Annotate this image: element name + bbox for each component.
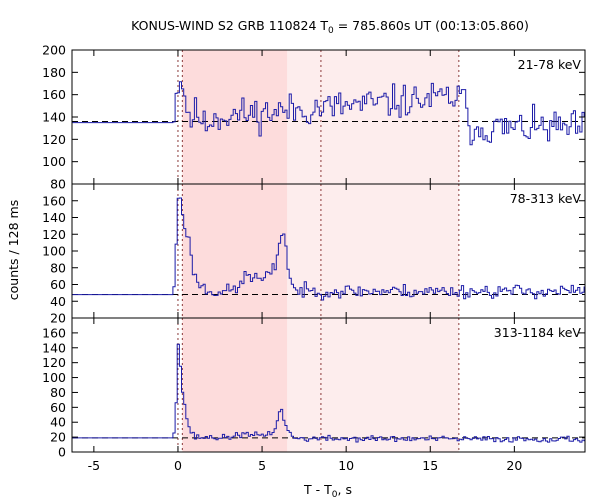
y-tick-label: 40: [50, 294, 66, 309]
y-tick-label: 40: [50, 415, 66, 430]
light-curve-series: [72, 197, 585, 301]
shaded-interval-2: [287, 184, 459, 318]
x-tick-label: 0: [174, 458, 182, 473]
x-tick-label: 15: [422, 458, 438, 473]
x-tick-label: 5: [258, 458, 266, 473]
y-tick-label: 140: [42, 210, 66, 225]
y-tick-label: 60: [50, 400, 66, 415]
x-axis-title-tail: , s: [338, 482, 352, 497]
y-tick-label: 100: [42, 244, 66, 259]
y-tick-label: 180: [42, 65, 66, 80]
y-tick-label: 100: [42, 154, 66, 169]
panel-energy-label: 78-313 keV: [510, 191, 582, 206]
y-tick-label: 160: [42, 193, 66, 208]
y-tick-label: 140: [42, 340, 66, 355]
panel-energy-label: 21-78 keV: [518, 57, 582, 72]
shaded-interval-1: [182, 318, 288, 452]
y-tick-label: 20: [50, 430, 66, 445]
y-tick-label: 120: [42, 355, 66, 370]
x-tick-label: 20: [506, 458, 522, 473]
y-tick-label: 0: [58, 445, 66, 460]
y-tick-label: 160: [42, 325, 66, 340]
panel-frame: [71, 317, 586, 453]
y-tick-label: 100: [42, 370, 66, 385]
y-tick-label: 200: [42, 43, 66, 58]
y-tick-label: 80: [50, 385, 66, 400]
shaded-interval-2: [287, 50, 459, 184]
x-tick-label: 10: [338, 458, 354, 473]
panel-energy-label: 313-1184 keV: [494, 325, 582, 340]
y-tick-label: 160: [42, 87, 66, 102]
chart-title-main: KONUS-WIND S2 GRB 110824 T: [131, 18, 328, 33]
x-tick-label: -5: [88, 458, 100, 473]
y-tick-label: 80: [50, 177, 66, 192]
y-tick-label: 80: [50, 260, 66, 275]
y-tick-label: 20: [50, 311, 66, 326]
shaded-interval-2: [287, 318, 459, 452]
shaded-interval-1: [182, 184, 288, 318]
panel-1: 100 120 140 160 180 200 80 21-78 keV: [42, 43, 586, 192]
x-axis-title-subscript: 0: [332, 490, 338, 500]
chart-title-subscript: 0: [328, 26, 334, 36]
light-curve-series: [72, 343, 585, 443]
y-axis-title: counts / 128 ms: [6, 200, 21, 300]
chart-title-tail: = 785.860s UT (00:13:05.860): [334, 18, 529, 33]
chart-title: KONUS-WIND S2 GRB 110824 T0 = 785.860s U…: [131, 18, 529, 36]
y-tick-label: 120: [42, 227, 66, 242]
x-axis-title: T - T0, s: [303, 482, 352, 500]
x-axis-title-main: T - T: [303, 482, 332, 497]
light-curve-series: [72, 81, 585, 146]
y-tick-label: 120: [42, 132, 66, 147]
y-tick-label: 60: [50, 277, 66, 292]
y-tick-label: 140: [42, 110, 66, 125]
